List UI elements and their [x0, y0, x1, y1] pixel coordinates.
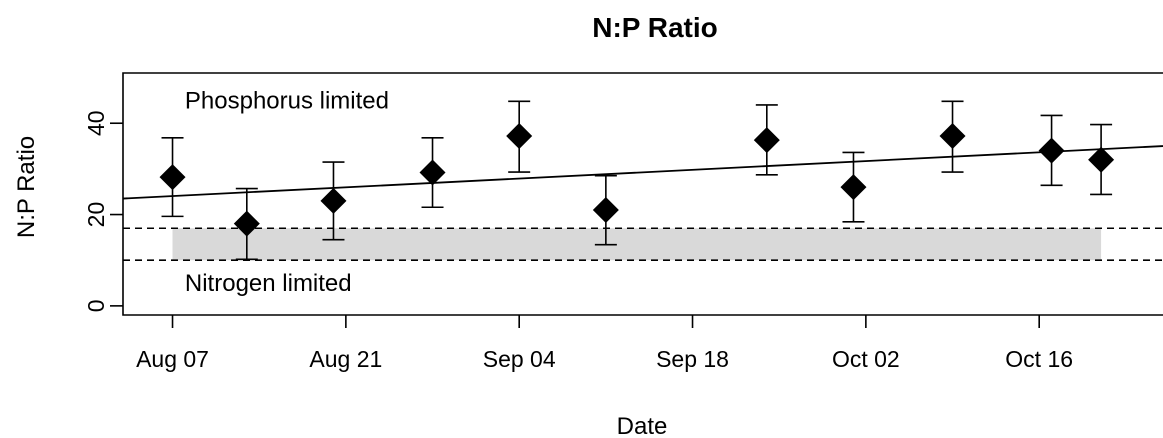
x-tick-label-3: Sep 18	[656, 346, 729, 372]
data-point-4	[506, 123, 533, 150]
trend-line	[122, 145, 1163, 200]
data-point-8	[939, 123, 966, 150]
annotation-1: Nitrogen limited	[185, 270, 352, 297]
plot-frame	[122, 72, 1163, 316]
data-point-5	[592, 196, 619, 223]
y-tick-label-2: 40	[83, 110, 109, 136]
annotation-0: Phosphorus limited	[185, 87, 389, 114]
x-tick-label-5: Oct 16	[1005, 346, 1073, 372]
plot-area: 0 20 40 Aug 07 Aug 21 Sep 04 Sep 18 Oct 02 Oct 1…	[83, 72, 1163, 372]
data-point-9	[1038, 137, 1065, 164]
data-point-10	[1088, 146, 1115, 173]
data-point-2	[320, 187, 347, 214]
data-point-6	[753, 127, 780, 154]
x-tick-label-1: Aug 21	[309, 346, 382, 372]
y-axis-label: N:P Ratio	[13, 136, 40, 238]
x-tick-label-0: Aug 07	[136, 346, 209, 372]
data-point-0	[159, 164, 186, 191]
y-tick-label-1: 20	[83, 202, 109, 228]
data-point-3	[419, 159, 446, 186]
x-tick-label-4: Oct 02	[832, 346, 900, 372]
y-tick-label-0: 0	[83, 299, 109, 312]
data-point-7	[840, 174, 867, 201]
x-tick-label-2: Sep 04	[483, 346, 556, 372]
x-axis-label: Date	[617, 413, 668, 438]
data-point-1	[233, 210, 260, 237]
shaded-band	[172, 228, 1102, 261]
chart-title: N:P Ratio	[592, 12, 718, 43]
